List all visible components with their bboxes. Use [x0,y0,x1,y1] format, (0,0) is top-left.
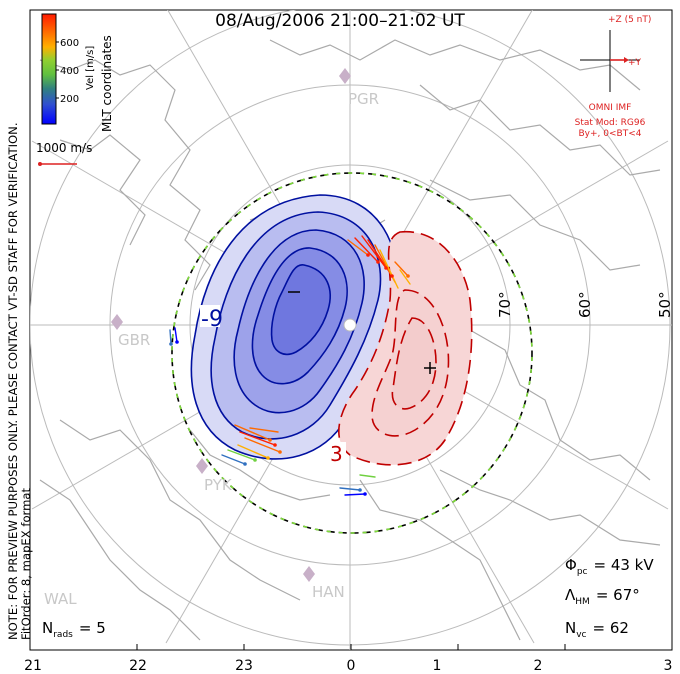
radar-label-gbr: GBR [118,331,150,349]
vector-cluster-dayside [347,235,411,289]
positive-potential-cell: 3 [328,231,473,466]
fit-statistics: Φpc = 43 kV ΛHM = 67° Nvc = 62 Nrads = 5 [42,556,654,640]
contour-label-negative: -9 [201,307,223,332]
fit-order-label: FitOrder: 8, mapEX format [19,487,33,640]
coordinate-system-label: MLT coordinates [100,35,114,132]
reference-vector-label: 1000 m/s [36,141,92,155]
imf-y-label: +Y [628,58,642,68]
stat-n-rads: Nrads = 5 [42,619,106,640]
mlt-axis-ticks [29,644,673,650]
velocity-colorbar: 600 400 200 Vel [m/s] [41,13,96,125]
radar-site-han [303,566,315,582]
colorbar-tick-600: 600 [60,38,79,49]
radar-label-pgr: PGR [348,90,379,108]
mlt-label-1: 1 [433,658,442,674]
imf-clock: +Z (5 nT) +Y OMNI IMF Stat Mod: RG96 By+… [575,15,652,139]
radar-sites [111,68,351,582]
vector-origins [169,253,410,496]
radar-label-han: HAN [312,583,345,601]
radar-site-pgr [339,68,351,84]
mlt-label-22: 22 [129,658,147,674]
colorbar-tick-400: 400 [60,66,79,77]
imf-z-label: +Z (5 nT) [608,15,651,25]
mlt-label-0: 0 [347,658,356,674]
colorbar-label: Vel [m/s] [85,46,96,90]
mlt-label-3: 3 [664,658,673,674]
stat-phi-pc: Φpc = 43 kV [565,556,654,577]
contour-label-positive: 3 [330,442,343,466]
reference-vector-origin [38,162,42,166]
mlt-label-21: 21 [24,658,42,674]
stat-lambda-hm: ΛHM = 67° [565,586,640,607]
mlt-label-2: 2 [534,658,543,674]
radar-site-pyk [196,458,208,474]
radar-label-wal: WAL [44,590,77,608]
coastlines [39,39,661,641]
imf-label: OMNI IMF [589,103,632,113]
preview-watermark: NOTE: FOR PREVIEW PURPOSES ONLY. PLEASE … [6,122,20,640]
heppner-maynard-boundary-dots [171,172,533,534]
mlt-axis-labels: 21 22 23 0 1 2 3 [24,658,672,674]
stat-model-label: Stat Mod: RG96 [575,118,646,128]
mlt-label-23: 23 [235,658,253,674]
negative-potential-cell: -9 [190,194,398,460]
latitude-label-50: 50° [656,291,674,318]
pole-marker [343,318,357,332]
map-title: 08/Aug/2006 21:00–21:02 UT [215,11,465,31]
vector-cluster-dusk [169,327,178,345]
velocity-vectors [169,235,411,496]
latitude-label-70: 70° [496,291,514,318]
radar-site-gbr [111,314,123,330]
radar-label-pyk: PYK [204,476,233,494]
imf-condition-label: By+, 0<BT<4 [579,129,642,139]
colorbar-tick-200: 200 [60,94,79,105]
stat-n-vc: Nvc = 62 [565,619,629,640]
latitude-label-60: 60° [576,291,594,318]
vector-cluster-nightside [221,424,376,496]
